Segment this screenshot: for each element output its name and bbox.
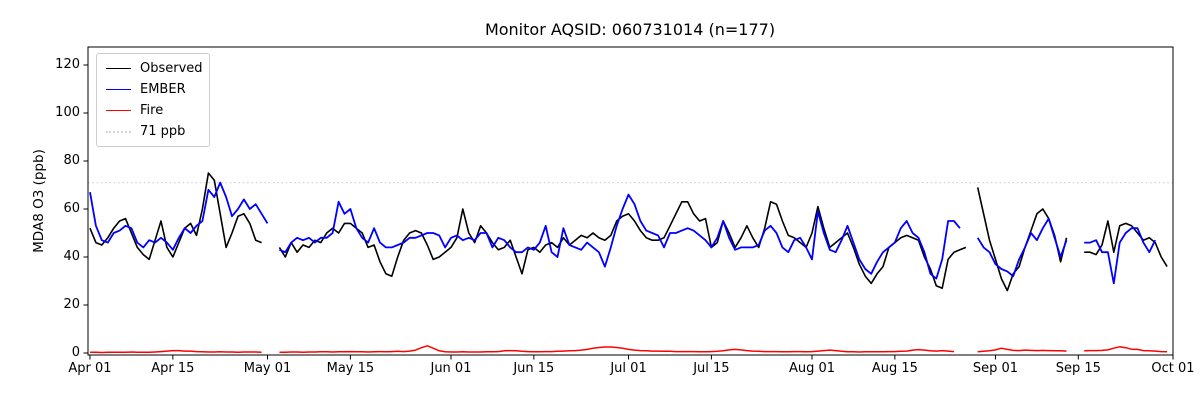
- legend-item-threshold: 71 ppb: [97, 121, 209, 142]
- ember-line-swatch: [106, 89, 131, 90]
- series-line-ember: [89, 181, 1157, 285]
- y-tick-label: 40: [63, 249, 80, 264]
- legend-item-observed: Observed: [97, 58, 209, 79]
- legend-item-fire: Fire: [97, 100, 209, 121]
- series-line-fire: [90, 345, 1168, 354]
- y-tick-label: 80: [63, 153, 80, 168]
- y-tick-label: 120: [55, 57, 80, 72]
- x-tick-label: Sep 15: [1055, 361, 1101, 376]
- legend-label: 71 ppb: [140, 124, 186, 139]
- series-line-observed: [89, 172, 1168, 292]
- legend-label: Fire: [140, 103, 164, 118]
- observed-line-swatch: [106, 68, 131, 69]
- legend: Observed EMBER Fire 71 ppb: [96, 53, 210, 147]
- x-tick-label: Jul 01: [610, 361, 647, 376]
- x-tick-label: Jul 15: [693, 361, 730, 376]
- threshold-line-swatch: [106, 130, 131, 133]
- x-tick-label: May 15: [326, 361, 375, 376]
- x-tick-label: Oct 01: [1151, 361, 1195, 376]
- legend-item-ember: EMBER: [97, 79, 209, 100]
- fire-line-swatch: [106, 110, 131, 111]
- legend-label: Observed: [140, 61, 203, 76]
- x-tick-label: Sep 01: [972, 361, 1019, 376]
- y-tick-label: 20: [63, 297, 80, 312]
- legend-label: EMBER: [140, 82, 186, 97]
- x-tick-label: Jun 15: [513, 361, 555, 376]
- x-tick-label: May 01: [243, 361, 292, 376]
- axes-border: [87, 46, 1174, 356]
- y-tick-label: 100: [55, 105, 80, 120]
- x-tick-label: Aug 01: [788, 361, 836, 376]
- y-tick-label: 0: [71, 345, 80, 360]
- x-tick-label: Jun 01: [430, 361, 472, 376]
- x-tick-label: Apr 15: [151, 361, 195, 376]
- x-tick-label: Apr 01: [68, 361, 112, 376]
- y-tick-label: 60: [63, 201, 80, 216]
- chart-title: Monitor AQSID: 060731014 (n=177): [484, 20, 776, 39]
- x-tick-label: Aug 15: [871, 361, 918, 376]
